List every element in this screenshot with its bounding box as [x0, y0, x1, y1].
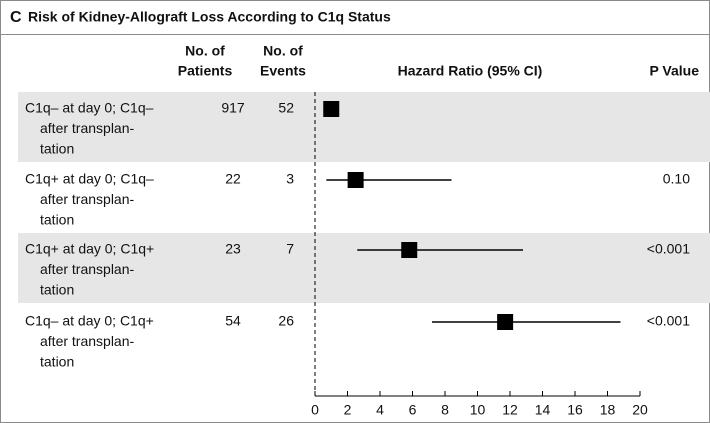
column-header: P Value: [649, 63, 699, 79]
row-band: [18, 92, 710, 162]
x-tick-label: 10: [470, 402, 486, 418]
hr-square: [347, 172, 364, 188]
row-label: C1q– at day 0; C1q–: [25, 100, 154, 116]
panel-letter: C: [10, 9, 22, 26]
x-tick-label: 12: [502, 402, 518, 418]
column-header: No. of: [263, 43, 303, 59]
events-count: 7: [286, 241, 294, 257]
x-tick-label: 16: [567, 402, 583, 418]
hr-square: [401, 242, 418, 258]
row-band: [18, 233, 710, 303]
events-count: 26: [278, 313, 294, 329]
column-header: Hazard Ratio (95% CI): [398, 63, 543, 79]
row-label: after transplan-: [40, 120, 134, 136]
hr-square: [497, 314, 514, 330]
x-tick-label: 18: [600, 402, 616, 418]
row-label: C1q+ at day 0; C1q–: [25, 171, 154, 187]
x-tick-label: 2: [344, 402, 352, 418]
row-label: after transplan-: [40, 333, 134, 349]
row-label: tation: [40, 141, 74, 157]
patients-count: 917: [221, 100, 245, 116]
row-label: after transplan-: [40, 261, 134, 277]
column-header: Patients: [178, 63, 233, 79]
row-label: tation: [40, 354, 74, 370]
p-value: <0.001: [647, 313, 690, 329]
p-value: 0.10: [663, 171, 690, 187]
x-tick-label: 6: [409, 402, 417, 418]
row-label: tation: [40, 282, 74, 298]
x-tick-label: 4: [376, 402, 384, 418]
row-label: C1q+ at day 0; C1q+: [25, 241, 154, 257]
chart-title: Risk of Kidney-Allograft Loss According …: [28, 9, 391, 25]
x-tick-label: 8: [441, 402, 449, 418]
hr-square: [323, 101, 340, 117]
x-tick-label: 0: [311, 402, 319, 418]
x-tick-label: 14: [535, 402, 551, 418]
column-header: Events: [260, 63, 306, 79]
x-tick-label: 20: [632, 402, 648, 418]
row-label: tation: [40, 212, 74, 228]
row-label: after transplan-: [40, 191, 134, 207]
column-header: No. of: [185, 43, 225, 59]
events-count: 3: [286, 171, 294, 187]
patients-count: 23: [225, 241, 241, 257]
patients-count: 54: [225, 313, 241, 329]
events-count: 52: [278, 100, 294, 116]
row-label: C1q– at day 0; C1q+: [25, 313, 154, 329]
patients-count: 22: [225, 171, 241, 187]
p-value: <0.001: [647, 241, 690, 257]
